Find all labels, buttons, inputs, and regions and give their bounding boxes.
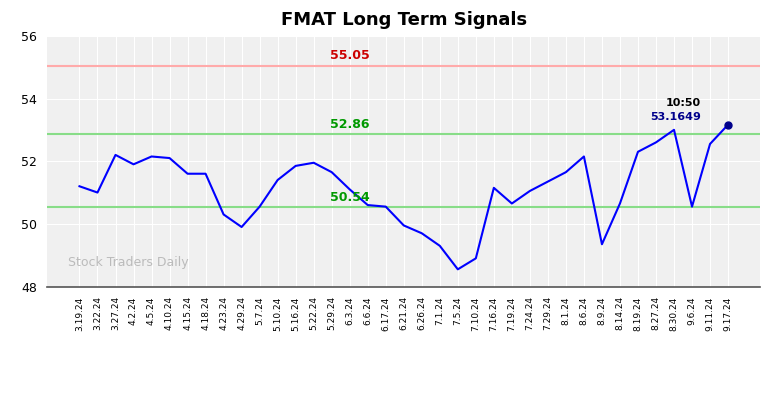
Title: FMAT Long Term Signals: FMAT Long Term Signals bbox=[281, 11, 527, 29]
Text: 10:50: 10:50 bbox=[666, 98, 701, 108]
Text: Stock Traders Daily: Stock Traders Daily bbox=[68, 256, 189, 269]
Text: 50.54: 50.54 bbox=[330, 191, 369, 204]
Text: 52.86: 52.86 bbox=[330, 118, 369, 131]
Text: 53.1649: 53.1649 bbox=[650, 112, 701, 122]
Text: 55.05: 55.05 bbox=[330, 49, 369, 62]
